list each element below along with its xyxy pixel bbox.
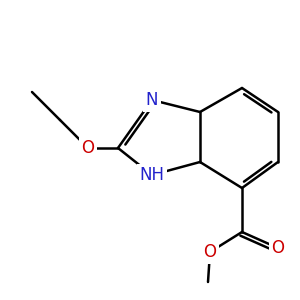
Text: O: O bbox=[82, 139, 94, 157]
Text: O: O bbox=[203, 243, 217, 261]
Text: N: N bbox=[146, 91, 158, 109]
Text: NH: NH bbox=[140, 166, 164, 184]
Text: O: O bbox=[272, 239, 284, 257]
